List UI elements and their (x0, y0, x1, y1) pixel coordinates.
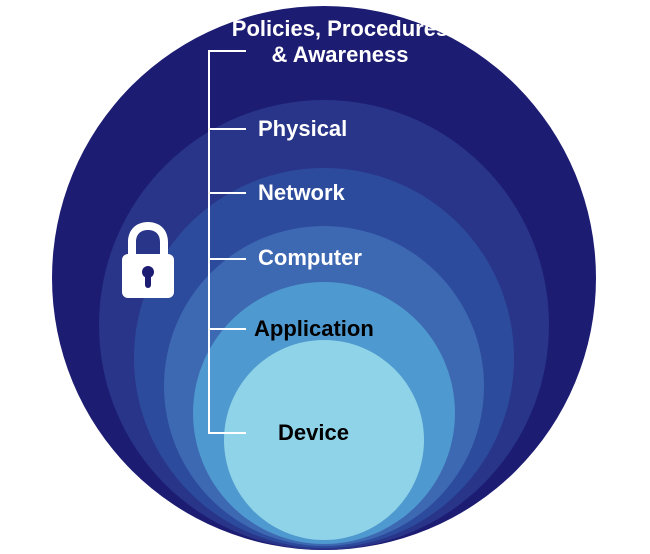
label-policies: Policies, Procedures & Awareness (225, 16, 455, 68)
tick-computer (208, 258, 246, 260)
label-device: Device (278, 420, 349, 446)
lock-icon (118, 222, 178, 300)
label-network: Network (258, 180, 345, 206)
tick-network (208, 192, 246, 194)
diagram-stage: Policies, Procedures & Awareness Physica… (0, 0, 650, 554)
label-application: Application (254, 316, 374, 342)
tick-physical (208, 128, 246, 130)
label-spine (208, 50, 210, 434)
label-physical: Physical (258, 116, 347, 142)
tick-application (208, 328, 246, 330)
label-computer: Computer (258, 245, 362, 271)
tick-device (208, 432, 246, 434)
